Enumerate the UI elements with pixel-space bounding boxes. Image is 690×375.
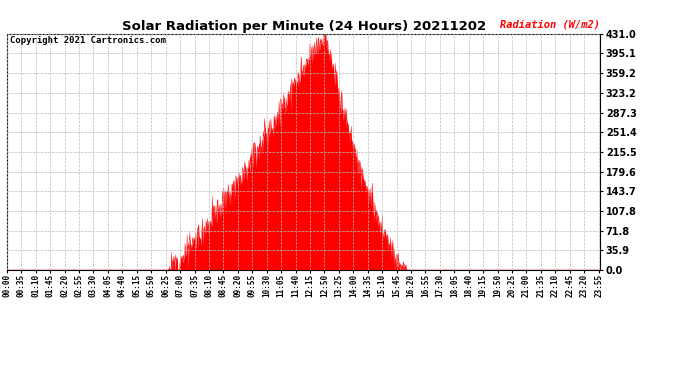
Title: Solar Radiation per Minute (24 Hours) 20211202: Solar Radiation per Minute (24 Hours) 20…	[121, 20, 486, 33]
Text: Radiation (W/m2): Radiation (W/m2)	[500, 19, 600, 29]
Text: Copyright 2021 Cartronics.com: Copyright 2021 Cartronics.com	[10, 36, 166, 45]
